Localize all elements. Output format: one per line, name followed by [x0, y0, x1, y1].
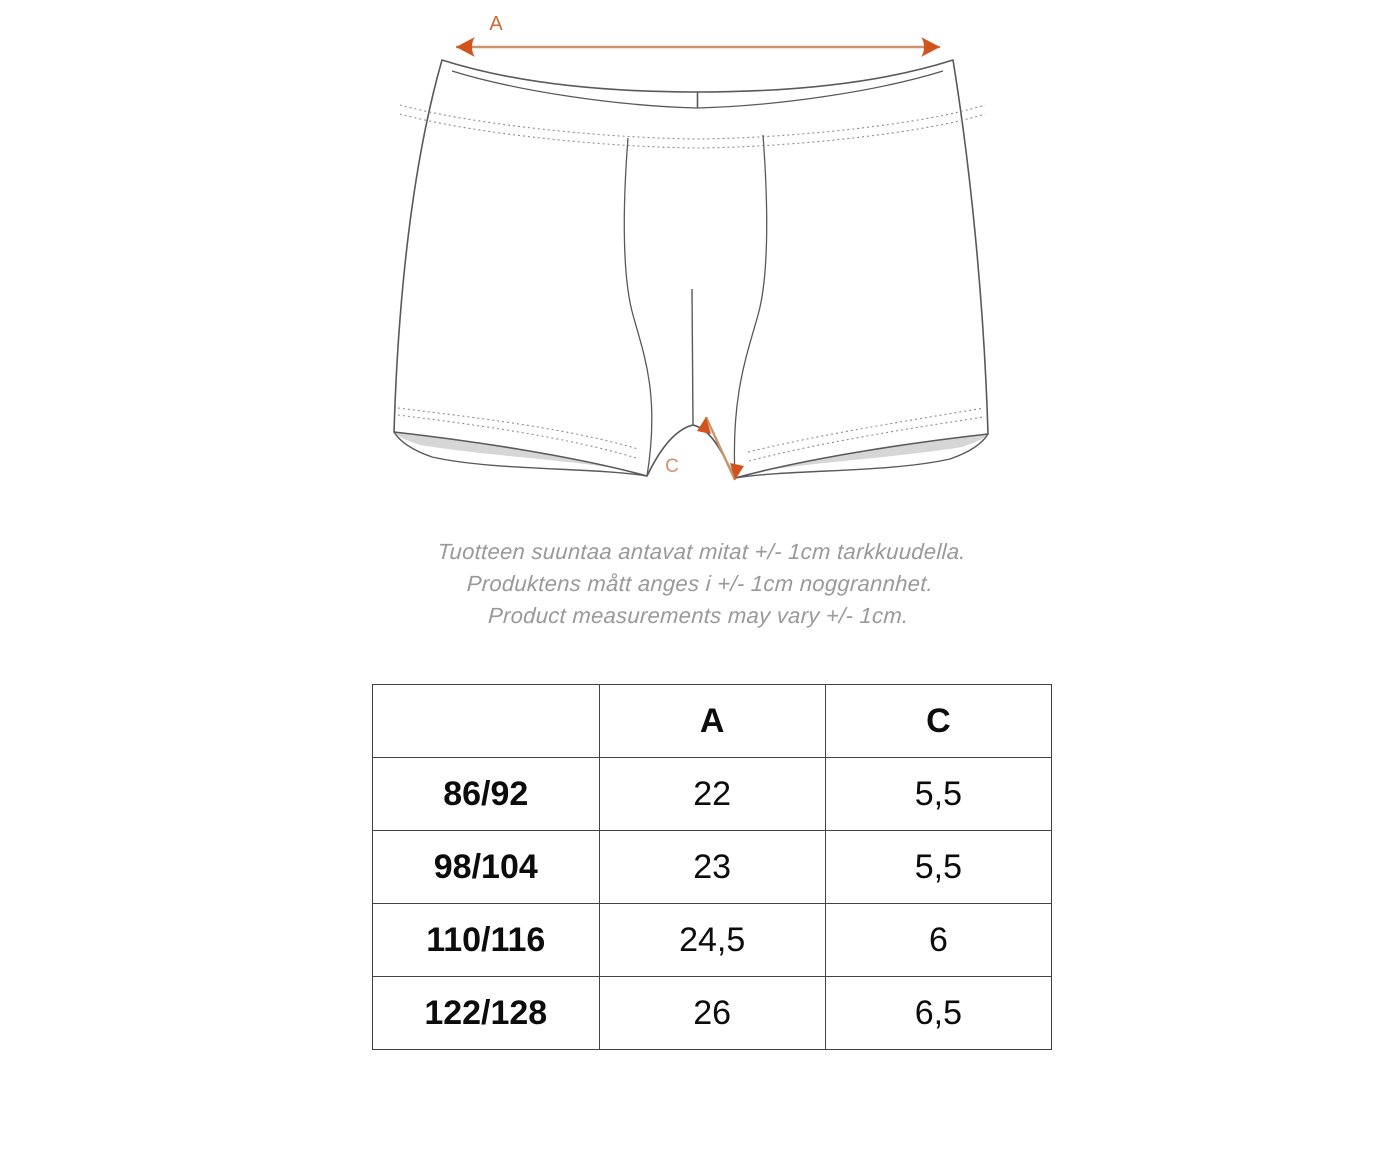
svg-text:A: A	[489, 13, 503, 35]
svg-text:C: C	[665, 456, 679, 477]
